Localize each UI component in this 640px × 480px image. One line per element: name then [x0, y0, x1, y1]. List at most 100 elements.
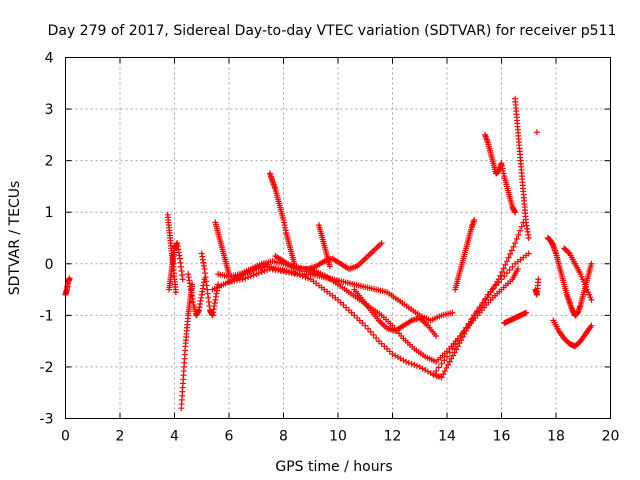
data-point	[326, 263, 333, 270]
x-tick-label: 6	[225, 429, 234, 445]
y-tick-label: -1	[40, 308, 54, 324]
data-point	[459, 334, 466, 341]
data-point	[467, 318, 474, 325]
data-point	[495, 276, 502, 283]
data-point	[525, 250, 532, 257]
data-point	[364, 325, 371, 332]
data-point	[438, 374, 445, 381]
data-point	[443, 364, 450, 371]
data-point	[509, 263, 516, 270]
data-point	[514, 265, 521, 272]
data-point	[245, 274, 252, 281]
data-point	[362, 322, 369, 329]
data-points	[62, 95, 595, 412]
data-point	[264, 266, 271, 273]
data-point	[461, 330, 468, 337]
y-tick-label: 4	[45, 51, 54, 67]
data-point	[253, 271, 260, 278]
data-point	[66, 275, 73, 282]
data-point	[453, 346, 460, 353]
y-tick-label: 2	[45, 154, 54, 170]
data-point	[449, 345, 456, 352]
data-point	[449, 309, 456, 316]
data-point	[507, 250, 514, 257]
data-point	[565, 249, 572, 256]
chart-title: Day 279 of 2017, Sidereal Day-to-day VTE…	[48, 23, 617, 39]
data-point	[435, 364, 442, 371]
data-point	[405, 359, 412, 366]
x-tick-label: 16	[493, 429, 511, 445]
data-point	[502, 261, 509, 268]
data-point	[370, 331, 377, 338]
data-point	[367, 328, 374, 335]
data-point	[500, 265, 507, 272]
data-point	[414, 362, 421, 369]
data-point	[505, 254, 512, 261]
data-point	[506, 266, 513, 273]
y-tick-label: 0	[45, 257, 54, 273]
data-point	[440, 371, 447, 378]
data-point	[515, 231, 522, 238]
x-tick-label: 2	[116, 429, 125, 445]
data-point	[408, 360, 415, 367]
data-point	[433, 332, 440, 339]
data-point	[535, 276, 542, 283]
data-point	[247, 273, 254, 280]
data-point	[445, 361, 452, 368]
data-point	[179, 276, 186, 283]
y-tick-label: 1	[45, 205, 54, 221]
x-tick-label: 8	[279, 429, 288, 445]
data-point	[499, 269, 506, 276]
data-point	[250, 272, 257, 279]
y-axis-label: SDTVAR / TECUs	[7, 181, 23, 296]
data-point	[454, 343, 461, 350]
x-tick-label: 0	[61, 429, 70, 445]
data-point	[588, 322, 595, 329]
data-point	[403, 358, 410, 365]
data-point	[466, 321, 473, 328]
y-tick-label: -2	[40, 360, 54, 376]
data-point	[438, 360, 445, 367]
data-point	[411, 361, 418, 368]
x-tick-label: 4	[170, 429, 179, 445]
data-point	[464, 324, 471, 331]
x-tick-label: 20	[602, 429, 620, 445]
data-point	[525, 235, 532, 241]
data-point	[456, 340, 463, 347]
data-point	[258, 269, 265, 276]
data-point	[441, 357, 448, 364]
grid	[65, 57, 611, 419]
data-point	[503, 270, 510, 277]
data-point	[446, 358, 453, 365]
data-point	[449, 352, 456, 359]
data-point	[172, 289, 179, 296]
data-point	[242, 275, 249, 282]
x-tick-label: 14	[438, 429, 456, 445]
data-point	[261, 268, 268, 275]
data-point	[512, 209, 519, 216]
data-point	[448, 355, 455, 362]
data-point	[451, 349, 458, 356]
data-point	[588, 260, 595, 267]
data-point	[299, 273, 306, 280]
data-point	[471, 216, 478, 223]
y-tick-label: -3	[40, 412, 54, 428]
data-point	[523, 309, 530, 316]
data-point	[469, 315, 476, 322]
data-point	[458, 337, 465, 344]
data-point	[503, 258, 510, 265]
data-point	[497, 272, 504, 279]
data-point	[302, 274, 309, 281]
x-tick-label: 18	[547, 429, 565, 445]
data-point	[444, 353, 450, 360]
data-point	[517, 227, 524, 234]
data-point	[373, 335, 380, 342]
data-point	[508, 247, 515, 254]
x-axis-label: GPS time / hours	[275, 459, 392, 475]
x-tick-label: 12	[384, 429, 402, 445]
data-point	[296, 272, 303, 279]
data-point	[518, 223, 525, 230]
data-point	[533, 129, 540, 136]
